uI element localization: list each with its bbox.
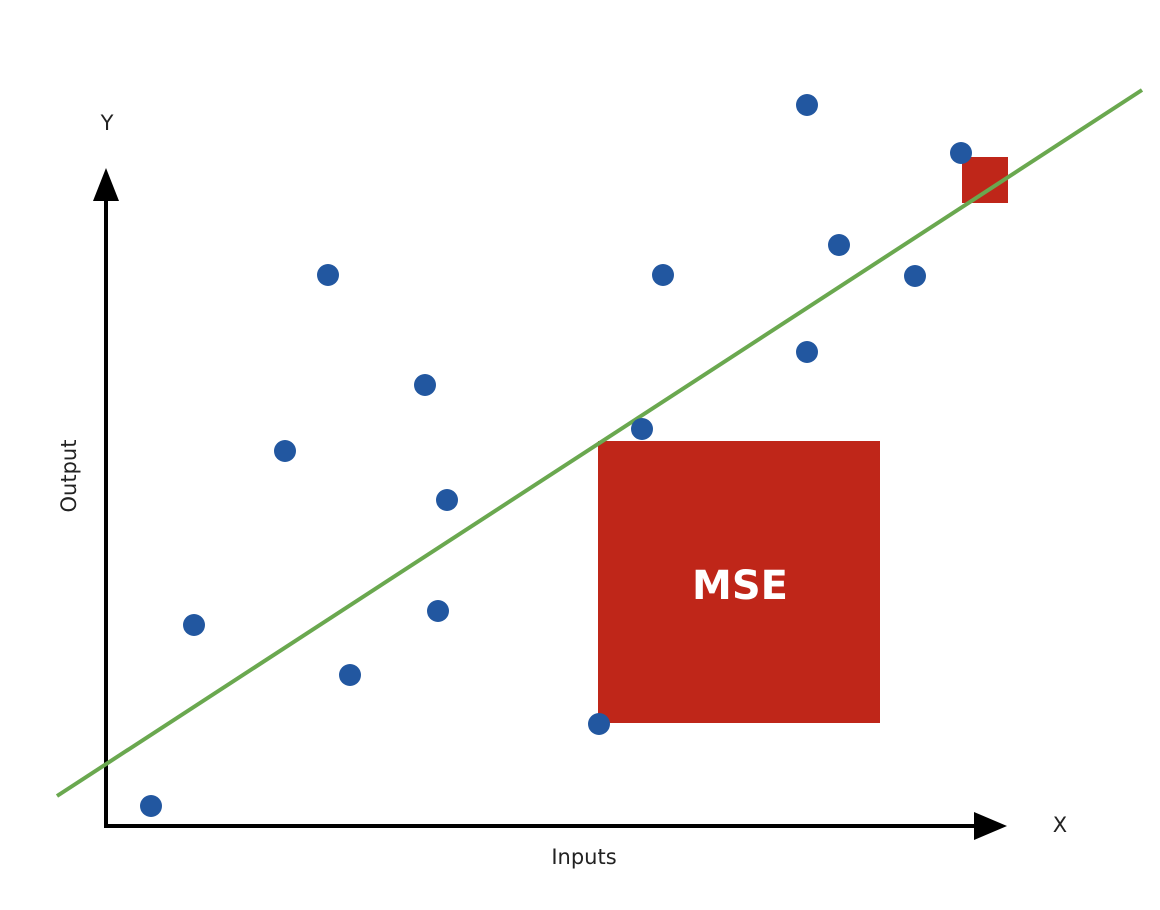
- point: [427, 600, 449, 622]
- point: [904, 265, 926, 287]
- point: [796, 94, 818, 116]
- point: [414, 374, 436, 396]
- point: [140, 795, 162, 817]
- point: [274, 440, 296, 462]
- y-letter: Y: [100, 111, 114, 135]
- y-axis-label: Output: [57, 440, 81, 513]
- x-arrow: [974, 812, 1007, 840]
- point: [339, 664, 361, 686]
- y-arrow: [93, 168, 119, 201]
- point: [436, 489, 458, 511]
- mse-square: [598, 441, 880, 723]
- point: [828, 234, 850, 256]
- x-axis-label: Inputs: [551, 845, 616, 869]
- x-letter: X: [1053, 813, 1067, 837]
- point: [796, 341, 818, 363]
- point: [588, 713, 610, 735]
- mse-label: MSE: [692, 563, 788, 609]
- point: [652, 264, 674, 286]
- point: [183, 614, 205, 636]
- points: [140, 94, 972, 817]
- point: [317, 264, 339, 286]
- point: [950, 142, 972, 164]
- regression-line: [55, 88, 1144, 798]
- point: [631, 418, 653, 440]
